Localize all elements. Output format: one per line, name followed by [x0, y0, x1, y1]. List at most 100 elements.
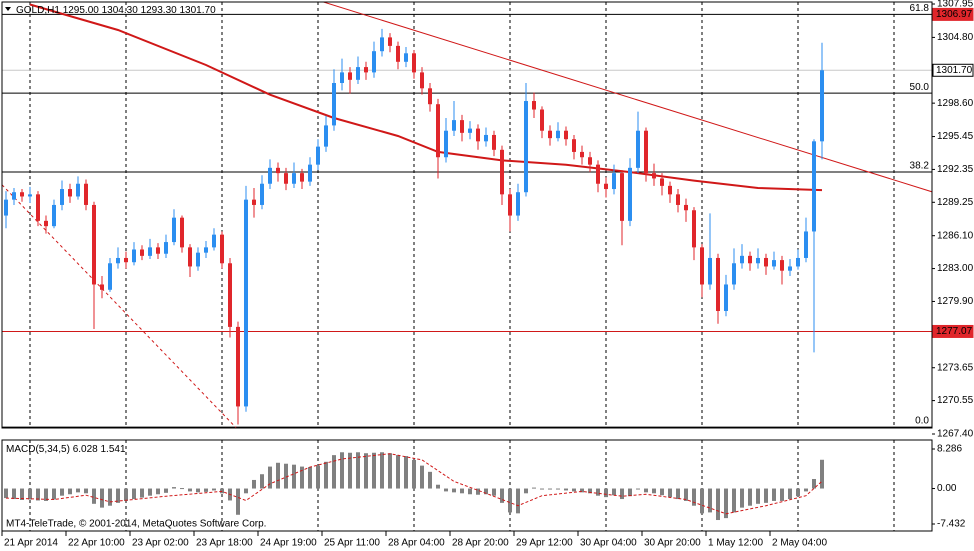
macd-bar	[508, 488, 512, 513]
candle-body	[228, 263, 232, 327]
candle-body	[84, 183, 88, 205]
macd-bar	[444, 488, 448, 492]
y-tick-label: 1267.40	[937, 429, 974, 440]
macd-bar	[796, 488, 800, 497]
macd-bar	[124, 488, 128, 501]
candle-body	[708, 257, 712, 285]
candle-body	[620, 173, 624, 221]
candle-body	[524, 101, 528, 193]
macd-bar	[820, 459, 824, 489]
macd-y-tick-label: 0.00	[937, 483, 957, 494]
macd-bar	[636, 488, 640, 490]
candle-body	[388, 37, 392, 46]
macd-bar	[396, 455, 400, 489]
candle-body	[444, 130, 448, 158]
price-tag	[932, 324, 974, 338]
macd-bar	[628, 488, 632, 497]
candle-body	[532, 101, 536, 110]
candle-body	[372, 51, 376, 73]
macd-bar	[428, 471, 432, 489]
macd-bar	[172, 487, 176, 489]
y-tick-label: 1283.00	[937, 263, 974, 274]
candle-body	[428, 88, 432, 105]
x-tick-label: 2 May 04:00	[772, 538, 827, 549]
macd-bar	[4, 488, 8, 499]
macd-bar	[276, 462, 280, 489]
candle-body	[20, 192, 24, 197]
macd-bar	[348, 452, 352, 489]
candle-body	[36, 194, 40, 221]
candle-body	[332, 83, 336, 126]
candle-body	[148, 247, 152, 256]
macd-bar	[36, 488, 40, 501]
chart-header: GOLD,H1 1295.00 1304.30 1293.30 1301.70	[16, 5, 216, 16]
macd-bar	[500, 488, 504, 503]
macd-bar	[476, 488, 480, 495]
candle-body	[660, 178, 664, 186]
fib-level-label: 0.0	[915, 416, 929, 427]
macd-bar	[188, 488, 192, 492]
candle-body	[412, 53, 416, 73]
candle-body	[252, 199, 256, 205]
macd-bar	[780, 488, 784, 501]
macd-bar	[316, 465, 320, 489]
price-tag	[932, 63, 974, 77]
y-tick-label: 1273.65	[937, 362, 974, 373]
x-tick-label: 1 May 12:00	[708, 538, 763, 549]
menu-triangle[interactable]	[5, 7, 11, 11]
candle-body	[628, 167, 632, 221]
candle-body	[12, 192, 16, 200]
candle-body	[236, 326, 240, 407]
macd-bar	[300, 466, 304, 489]
candle-body	[100, 284, 104, 290]
macd-y-tick-label: -7.432	[937, 519, 966, 530]
macd-bar	[692, 488, 696, 506]
macd-bar	[460, 488, 464, 494]
candle-body	[92, 204, 96, 285]
macd-bar	[660, 488, 664, 496]
y-tick-label: 1289.25	[937, 197, 974, 208]
candle-body	[380, 37, 384, 52]
macd-bar	[196, 488, 200, 493]
candle-body	[580, 151, 584, 158]
macd-bar	[756, 488, 760, 504]
candle-body	[476, 128, 480, 142]
candle-body	[492, 134, 496, 150]
x-tick-label: 24 Apr 19:00	[260, 538, 317, 549]
candle-body	[140, 249, 144, 256]
macd-bar	[244, 488, 248, 494]
candle-body	[468, 128, 472, 133]
macd-bar	[708, 488, 712, 513]
candle-body	[772, 260, 776, 267]
macd-bar	[268, 466, 272, 489]
candle-body	[716, 257, 720, 311]
candle-body	[116, 257, 120, 264]
macd-bar	[92, 488, 96, 504]
candle-body	[588, 157, 592, 165]
macd-bar	[108, 488, 112, 506]
candle-body	[420, 72, 424, 89]
macd-bar	[668, 488, 672, 498]
macd-signal	[5, 453, 823, 515]
macd-bar	[788, 488, 792, 500]
macd-frame	[1, 439, 933, 532]
macd-bar	[100, 488, 104, 508]
candle-body	[4, 199, 8, 216]
candle-body	[356, 67, 360, 80]
candle-body	[316, 146, 320, 165]
candle-body	[740, 255, 744, 264]
macd-bar	[468, 488, 472, 495]
candle-body	[276, 167, 280, 174]
macd-bar	[356, 452, 360, 489]
macd-header: MACD(5,34,5) 6.028 1.541	[6, 444, 126, 455]
y-tick-label: 1298.60	[937, 98, 974, 109]
candle-body	[396, 45, 400, 62]
trendline	[321, 2, 932, 193]
macd-bar	[724, 488, 728, 519]
ohlc-close: 1301.70	[180, 5, 217, 16]
candle-body	[676, 194, 680, 205]
macd-bar	[204, 488, 208, 492]
candle-body	[124, 257, 128, 263]
